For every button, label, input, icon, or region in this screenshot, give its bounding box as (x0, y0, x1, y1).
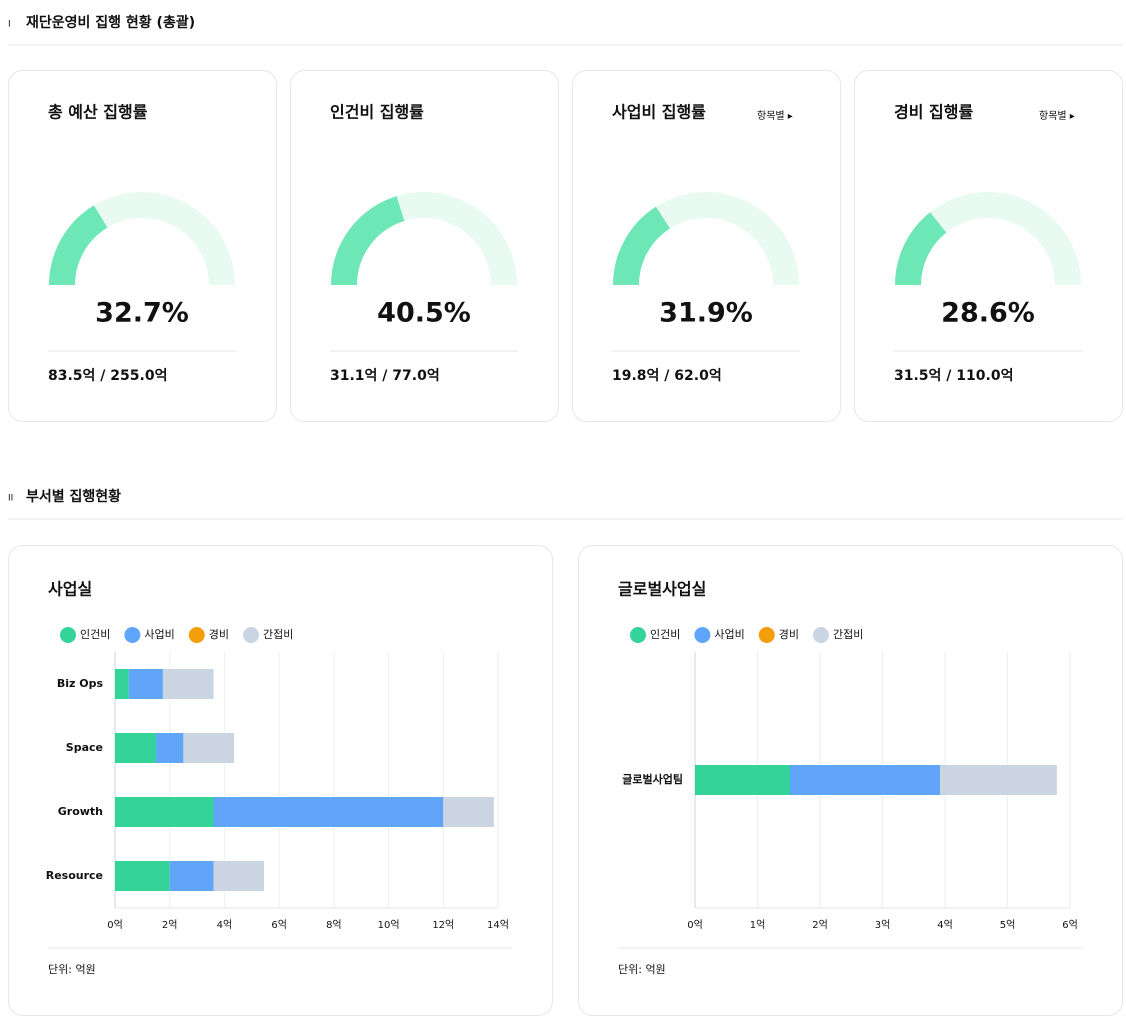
bar-segment (213, 861, 265, 891)
x-tick-label: 14억 (487, 919, 509, 931)
item-link[interactable]: 항목별 ▸ (1039, 110, 1075, 122)
y-tick-label: Biz Ops (57, 677, 104, 690)
section-title: 재단운영비 집행 현황 (총괄) (26, 14, 195, 31)
gauge-card (854, 70, 1123, 422)
x-tick-label: 3억 (875, 919, 891, 931)
x-tick-label: 1억 (750, 919, 766, 931)
bar-segment (115, 733, 157, 763)
gauge-footnote: 83.5억 / 255.0억 (48, 368, 167, 384)
gauge-card (290, 70, 559, 422)
gauge-card (572, 70, 841, 422)
gauge-title: 경비 집행률 (894, 103, 973, 122)
gauge-card (8, 70, 277, 422)
gauge-fill (613, 206, 671, 286)
legend-label: 경비 (779, 628, 799, 641)
bar-segment (940, 765, 1057, 795)
legend-label: 인건비 (80, 628, 110, 641)
bar-segment (128, 669, 163, 699)
section-title: 부서별 집행현황 (26, 488, 121, 505)
legend-marker (630, 627, 646, 643)
legend-label: 인건비 (650, 628, 680, 641)
gauge-footnote: 19.8억 / 62.0억 (612, 368, 722, 384)
x-tick-label: 0억 (107, 919, 123, 931)
bar-segment (156, 733, 184, 763)
item-link[interactable]: 항목별 ▸ (757, 110, 793, 122)
bar-segment (695, 765, 790, 795)
legend-label: 경비 (209, 628, 229, 641)
legend-marker (124, 627, 141, 643)
y-tick-label: Growth (58, 805, 103, 818)
x-tick-label: 4억 (937, 919, 953, 931)
legend-label: 사업비 (144, 628, 174, 641)
x-tick-label: 4억 (217, 919, 233, 931)
legend-marker (188, 627, 205, 643)
bar-segment (443, 797, 494, 827)
x-tick-label: 6억 (1062, 919, 1078, 931)
gauge-title: 사업비 집행률 (612, 103, 706, 122)
bar-segment (115, 861, 170, 891)
bar-segment (115, 797, 214, 827)
chart-title: 글로벌사업실 (618, 580, 706, 599)
gauge-title: 인건비 집행률 (330, 103, 424, 122)
legend-marker (813, 627, 829, 643)
gauge-value: 31.9% (659, 298, 753, 329)
chart-card (8, 545, 553, 1016)
bar-segment (169, 861, 214, 891)
y-tick-label: Space (66, 741, 103, 754)
x-tick-label: 5억 (1000, 919, 1016, 931)
gauge-title: 총 예산 집행률 (48, 103, 148, 122)
bar-segment (213, 797, 444, 827)
gauge-fill (49, 205, 108, 286)
bar-segment (183, 733, 235, 763)
gauge-footnote: 31.1억 / 77.0억 (330, 368, 440, 384)
legend-label: 사업비 (714, 628, 744, 641)
section-marker: I (8, 20, 11, 30)
gauge-value: 32.7% (95, 298, 189, 329)
legend-label: 간접비 (263, 628, 293, 641)
gauge-footnote: 31.5억 / 110.0억 (894, 368, 1013, 384)
legend-marker (758, 627, 775, 643)
chart-title: 사업실 (48, 580, 92, 599)
section-marker: II (8, 494, 13, 504)
x-tick-label: 0억 (687, 919, 703, 931)
x-tick-label: 2억 (162, 919, 178, 931)
chart-footnote: 단위: 억원 (618, 963, 666, 976)
bar-segment (162, 669, 214, 699)
x-tick-label: 6억 (271, 919, 287, 931)
gauge-value: 28.6% (941, 298, 1035, 329)
gauge-value: 40.5% (377, 298, 471, 329)
bar-segment (115, 669, 129, 699)
x-tick-label: 10억 (378, 919, 400, 931)
legend-marker (243, 627, 259, 643)
y-tick-label: 글로벌사업팀 (622, 772, 683, 786)
y-tick-label: Resource (46, 869, 103, 882)
gauge-fill (895, 212, 947, 286)
legend-marker (60, 627, 76, 643)
chart-footnote: 단위: 억원 (48, 963, 96, 976)
x-tick-label: 8억 (326, 919, 342, 931)
legend-label: 간접비 (833, 628, 863, 641)
gauge-fill (331, 196, 405, 286)
x-tick-label: 2억 (812, 919, 828, 931)
legend-marker (694, 627, 711, 643)
x-tick-label: 12억 (432, 919, 454, 931)
bar-segment (790, 765, 940, 795)
